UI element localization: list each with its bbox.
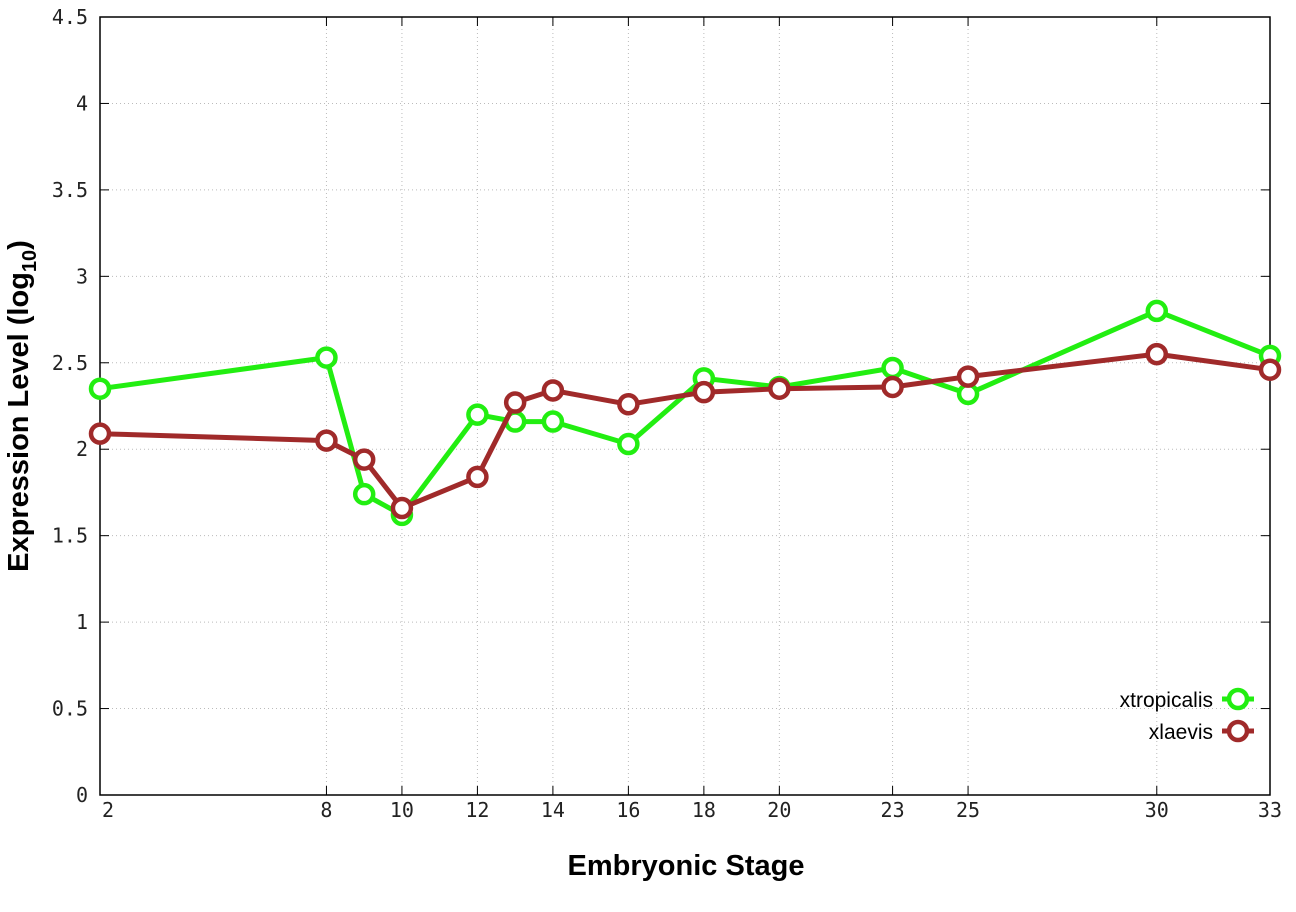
data-point	[88, 377, 112, 400]
data-point	[390, 496, 414, 520]
data-point	[1145, 342, 1169, 366]
y-axis-title-subscript: 10	[19, 250, 41, 272]
data-point	[881, 356, 904, 380]
series-line	[99, 308, 1271, 518]
legend: xtropicalis xlaevis	[1120, 687, 1254, 744]
data-point	[541, 410, 565, 433]
legend-marker	[1226, 687, 1250, 711]
x-tick-label: 12	[465, 798, 489, 822]
y-tick-label: 2	[76, 437, 88, 461]
x-tick-label: 30	[1145, 798, 1169, 822]
series-layer	[88, 299, 1282, 527]
series-xlaevis	[88, 342, 1282, 520]
data-point	[1145, 299, 1169, 323]
x-tick-label: 16	[616, 798, 640, 822]
x-tick-label: 8	[320, 798, 332, 822]
y-axis-title: Expression Level (log10)	[3, 240, 41, 572]
legend-item: xlaevis	[1149, 719, 1254, 744]
data-point	[352, 482, 376, 506]
data-point	[503, 391, 527, 414]
grid-lines	[100, 17, 1270, 795]
x-tick-label: 23	[881, 798, 905, 822]
plot-frame	[99, 16, 1271, 796]
data-point	[768, 377, 791, 400]
data-point	[315, 346, 338, 369]
x-tick-label: 33	[1258, 798, 1282, 822]
y-axis-title-close: )	[3, 240, 35, 250]
y-tick-label: 1	[76, 610, 88, 634]
data-point	[1258, 358, 1282, 381]
legend-marker	[1226, 719, 1250, 743]
data-point	[617, 393, 640, 416]
x-tick-label: 18	[692, 798, 716, 822]
y-tick-label: 4.5	[52, 5, 88, 29]
series-line	[99, 351, 1271, 511]
y-tick-label: 1.5	[52, 524, 88, 548]
series-xtropicalis	[88, 299, 1282, 527]
y-axis-title-main: Expression Level (log	[3, 272, 35, 572]
y-tick-label: 4	[76, 91, 88, 115]
data-point	[541, 379, 565, 402]
x-tick-label: 25	[956, 798, 980, 822]
x-tick-label: 10	[390, 798, 414, 822]
y-tick-label: 0	[76, 783, 88, 807]
y-tick-label: 3	[76, 264, 88, 288]
y-tick-label: 3.5	[52, 178, 88, 202]
x-tick-label: 2	[102, 798, 114, 822]
data-point	[352, 448, 376, 471]
data-point	[617, 432, 640, 456]
data-point	[88, 422, 112, 445]
data-point	[956, 365, 980, 388]
data-point	[315, 429, 338, 452]
legend-item: xtropicalis	[1120, 687, 1254, 712]
data-point	[466, 403, 489, 426]
y-tick-label: 2.5	[52, 351, 88, 375]
x-axis-title: Embryonic Stage	[568, 850, 805, 882]
data-point	[692, 380, 716, 404]
legend-label: xtropicalis	[1120, 689, 1213, 712]
x-tick-label: 20	[767, 798, 791, 822]
legend-label: xlaevis	[1149, 721, 1213, 744]
y-tick-label: 0.5	[52, 697, 88, 721]
data-point	[881, 375, 904, 399]
x-tick-label: 14	[541, 798, 565, 822]
axis-ticks: 0 0.5 1 1.5 2 2.5 3 3.5 4 4.5 2 8 10 12 14 16 18 20 23 25 30…	[52, 5, 1282, 822]
data-point	[466, 465, 489, 489]
